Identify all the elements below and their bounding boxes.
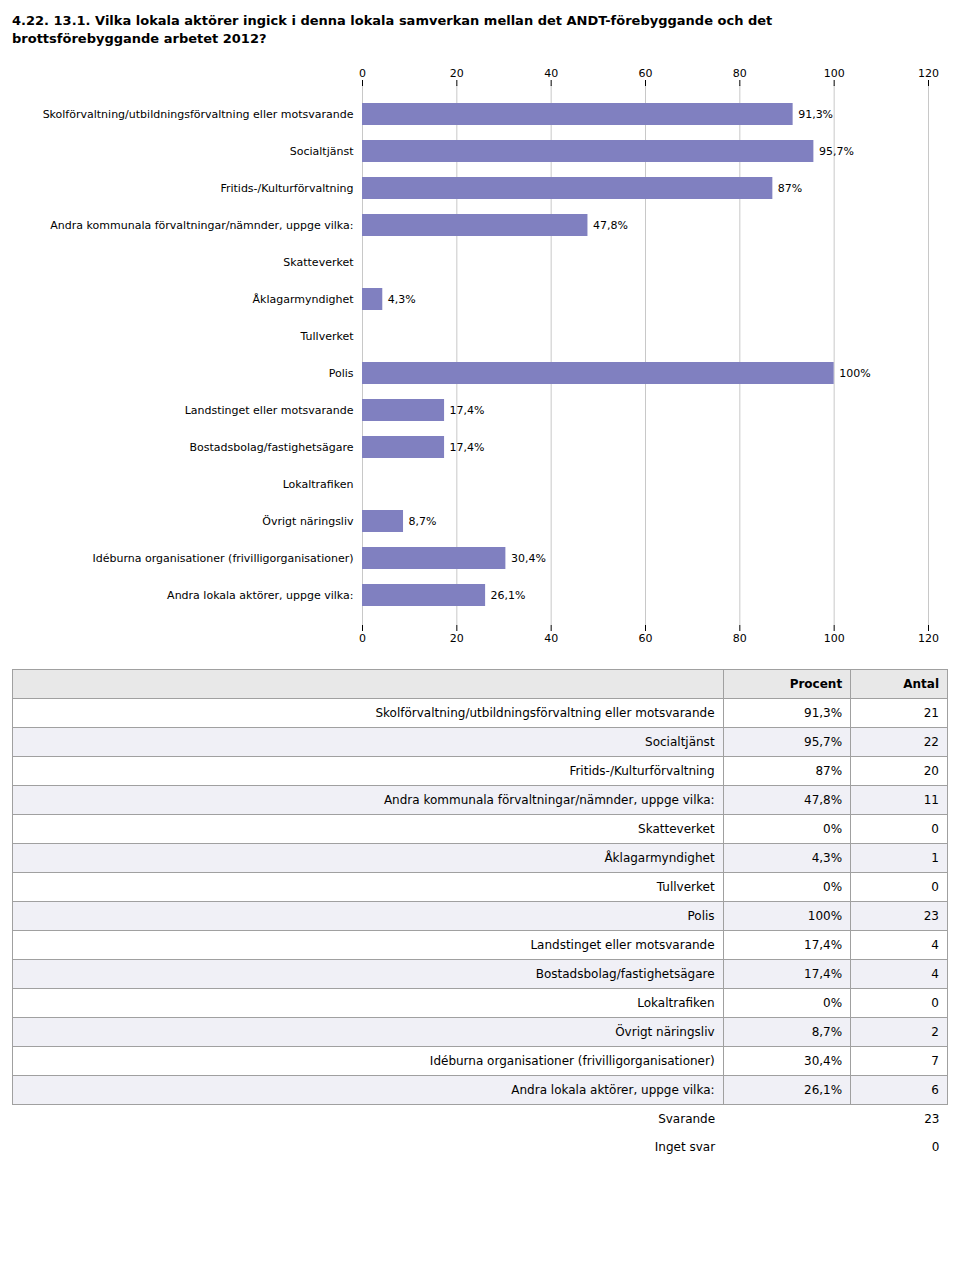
svg-text:40: 40 [544, 67, 558, 80]
svg-text:Andra lokala aktörer, uppge vi: Andra lokala aktörer, uppge vilka: [167, 589, 353, 602]
svg-text:Fritids-/Kulturförvaltning: Fritids-/Kulturförvaltning [220, 182, 353, 195]
svg-text:87%: 87% [778, 182, 802, 195]
svg-text:30,4%: 30,4% [511, 552, 546, 565]
html-text:22: 22 [923, 735, 939, 750]
svg-text:Bostadsbolag/fastighetsägare: Bostadsbolag/fastighetsägare [190, 441, 354, 454]
html-text:Idéburna organisationer (frivi: Idéburna organisationer (frivilligorgani… [429, 1054, 715, 1069]
html-text:Polis: Polis [687, 909, 715, 924]
html-text:11: 11 [923, 793, 939, 808]
html-text:0: 0 [931, 1140, 940, 1155]
svg-text:120: 120 [918, 632, 939, 645]
html-text:7: 7 [931, 1054, 939, 1069]
svg-text:17,4%: 17,4% [450, 441, 485, 454]
html-text:17,4%: 17,4% [804, 938, 843, 953]
html-text:Skatteverket: Skatteverket [638, 822, 715, 837]
svg-text:20: 20 [450, 67, 464, 80]
html-text:87%: 87% [815, 764, 843, 779]
svg-text:100: 100 [824, 632, 845, 645]
svg-text:Landstinget eller motsvarande: Landstinget eller motsvarande [185, 404, 354, 417]
html-text:8,7%: 8,7% [811, 1025, 843, 1040]
html-text:0: 0 [931, 822, 939, 837]
svg-text:Skolförvaltning/utbildningsför: Skolförvaltning/utbildningsförvaltning e… [43, 108, 354, 121]
svg-text:Skatteverket: Skatteverket [283, 256, 354, 269]
svg-text:Andra kommunala förvaltningar/: Andra kommunala förvaltningar/nämnder, u… [50, 219, 353, 232]
html-text:47,8%: 47,8% [804, 793, 843, 808]
html-text:30,4%: 30,4% [804, 1054, 843, 1069]
html-text:0%: 0% [823, 822, 843, 837]
html-text:95,7%: 95,7% [804, 735, 843, 750]
html-text:Skolförvaltning/utbildningsför: Skolförvaltning/utbildningsförvaltning e… [375, 706, 715, 721]
html-text:2: 2 [931, 1025, 939, 1040]
svg-text:100%: 100% [839, 367, 870, 380]
html-text:100%: 100% [807, 909, 843, 924]
svg-text:26,1%: 26,1% [491, 589, 526, 602]
svg-text:0: 0 [359, 632, 366, 645]
html-text:Antal: Antal [903, 677, 939, 692]
html-text:Procent: Procent [789, 677, 843, 692]
html-text:Åklagarmyndighet: Åklagarmyndighet [604, 851, 715, 866]
svg-text:Övrigt näringsliv: Övrigt näringsliv [262, 515, 354, 528]
html-text:21: 21 [923, 706, 939, 721]
html-text:20: 20 [923, 764, 939, 779]
html-text:91,3%: 91,3% [804, 706, 843, 721]
svg-text:Polis: Polis [329, 367, 354, 380]
html-text:4: 4 [931, 967, 939, 982]
svg-text:60: 60 [639, 632, 653, 645]
svg-text:40: 40 [544, 632, 558, 645]
html-text:Tullverket: Tullverket [656, 880, 715, 895]
svg-text:91,3%: 91,3% [798, 108, 833, 121]
html-text:Bostadsbolag/fastighetsägare: Bostadsbolag/fastighetsägare [535, 967, 715, 982]
html-text:0: 0 [931, 880, 939, 895]
svg-text:120: 120 [918, 67, 939, 80]
html-text:Andra kommunala förvaltningar/: Andra kommunala förvaltningar/nämnder, u… [383, 793, 715, 808]
html-text:4,3%: 4,3% [811, 851, 843, 866]
svg-text:60: 60 [639, 67, 653, 80]
svg-text:95,7%: 95,7% [819, 145, 854, 158]
html-text:Andra lokala aktörer, uppge vi: Andra lokala aktörer, uppge vilka: [511, 1083, 715, 1098]
svg-text:0: 0 [359, 67, 366, 80]
html-text:26,1%: 26,1% [804, 1083, 843, 1098]
html-text:Svarande: Svarande [658, 1112, 716, 1127]
svg-text:17,4%: 17,4% [450, 404, 485, 417]
html-text:Landstinget eller motsvarande: Landstinget eller motsvarande [530, 938, 715, 953]
svg-text:Lokaltrafiken: Lokaltrafiken [283, 478, 354, 491]
html-text:Socialtjänst: Socialtjänst [645, 735, 715, 750]
html-text:23: 23 [924, 1112, 940, 1127]
html-text:0%: 0% [823, 996, 843, 1011]
html-text:23: 23 [923, 909, 939, 924]
html-text:1: 1 [931, 851, 939, 866]
html-text:4.22. 13.1. Vilka lokala aktör: 4.22. 13.1. Vilka lokala aktörer ingick … [12, 13, 773, 46]
svg-text:100: 100 [824, 67, 845, 80]
svg-text:80: 80 [733, 67, 747, 80]
svg-text:Tullverket: Tullverket [300, 330, 355, 343]
html-text:6: 6 [931, 1083, 939, 1098]
html-text:0: 0 [931, 996, 939, 1011]
html-text:0%: 0% [823, 880, 843, 895]
svg-text:8,7%: 8,7% [409, 515, 437, 528]
html-text:Inget svar: Inget svar [654, 1140, 716, 1155]
svg-text:80: 80 [733, 632, 747, 645]
html-text:Fritids-/Kulturförvaltning: Fritids-/Kulturförvaltning [569, 764, 715, 779]
svg-text:Socialtjänst: Socialtjänst [290, 145, 354, 158]
html-text:17,4%: 17,4% [804, 967, 843, 982]
svg-text:20: 20 [450, 632, 464, 645]
svg-text:4,3%: 4,3% [388, 293, 416, 306]
svg-text:Idéburna organisationer (frivi: Idéburna organisationer (frivilligorgani… [92, 552, 353, 565]
svg-text:Åklagarmyndighet: Åklagarmyndighet [252, 293, 354, 306]
svg-text:47,8%: 47,8% [593, 219, 628, 232]
html-text:Övrigt näringsliv: Övrigt näringsliv [615, 1025, 715, 1040]
html-text:Lokaltrafiken: Lokaltrafiken [637, 996, 715, 1011]
html-text:4: 4 [931, 938, 939, 953]
